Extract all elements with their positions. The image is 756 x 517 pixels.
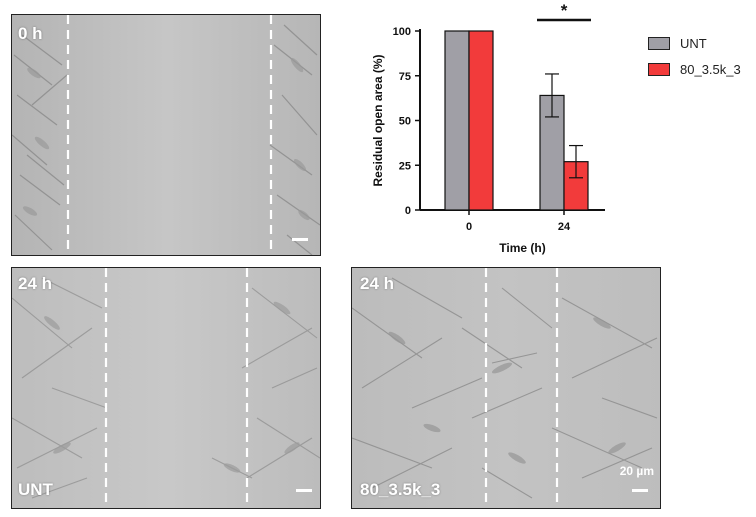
panel-time-label: 24 h <box>360 274 395 293</box>
residual-open-area-chart: 0 25 50 75 100 Residual open area (%) 0 24 Time … <box>371 1 605 255</box>
bar-80_3.5k_3-0 <box>468 30 494 211</box>
y-tick-label: 0 <box>405 205 411 217</box>
micrograph-24h-treated: 24 h 80_3.5k_3 20 µm <box>351 267 661 509</box>
cell-texture-0h <box>12 15 320 255</box>
significance-marker: * <box>561 1 568 20</box>
scale-bar <box>296 489 312 492</box>
x-tick-label: 0 <box>466 221 472 233</box>
micrograph-24h-unt: 24 h UNT <box>11 267 321 509</box>
y-axis-label: Residual open area (%) <box>371 54 385 186</box>
x-axis-label: Time (h) <box>499 241 545 255</box>
scale-bar <box>632 489 648 492</box>
y-tick-label: 100 <box>393 26 411 38</box>
panel-time-label: 0 h <box>18 24 43 43</box>
x-tick-label: 24 <box>558 221 571 233</box>
legend-swatch-unt <box>648 36 670 50</box>
legend-swatch-treated <box>648 62 670 76</box>
panel-condition-label: UNT <box>18 480 53 499</box>
legend-label-treated: 80_3.5k_3 <box>680 61 741 77</box>
scale-bar <box>292 238 308 241</box>
y-tick-label: 75 <box>399 71 411 83</box>
panel-condition-label: 80_3.5k_3 <box>360 480 441 499</box>
legend-item-treated: 80_3.5k_3 <box>648 58 741 80</box>
micrograph-0h: 0 h <box>11 14 321 256</box>
scale-bar-label: 20 µm <box>619 464 654 478</box>
cell-texture-24h-treated <box>352 268 660 508</box>
y-tick-label: 25 <box>399 160 411 172</box>
cell-texture-24h-unt <box>12 268 320 508</box>
legend-item-unt: UNT <box>648 32 741 54</box>
chart-legend: UNT 80_3.5k_3 <box>648 32 741 84</box>
legend-label-unt: UNT <box>680 35 707 51</box>
bar-UNT-0 <box>444 30 470 211</box>
panel-time-label: 24 h <box>18 274 53 293</box>
y-tick-label: 50 <box>399 116 411 128</box>
